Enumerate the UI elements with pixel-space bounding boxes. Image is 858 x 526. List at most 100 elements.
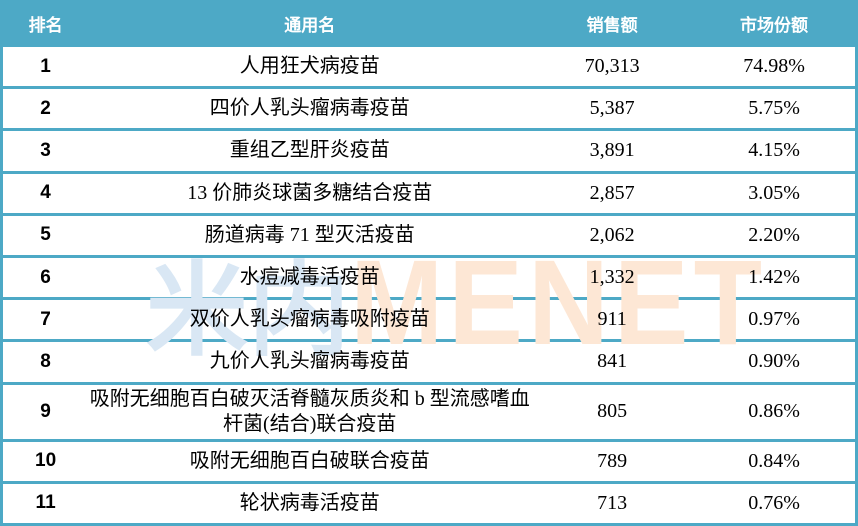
table-row: 1 人用狂犬病疫苗 70,313 74.98% xyxy=(3,44,855,86)
sales-cell: 3,891 xyxy=(531,138,693,163)
cell-text: 789 xyxy=(597,449,628,472)
cell-text: 1,332 xyxy=(589,266,635,289)
cell-text: 5,387 xyxy=(589,97,635,120)
sales-cell: 789 xyxy=(531,449,693,474)
cell-text: 805 xyxy=(597,400,628,423)
cell-text: 人用狂犬病疫苗 xyxy=(239,55,380,78)
share-cell: 0.97% xyxy=(693,307,855,332)
table-body: 1 人用狂犬病疫苗 70,313 74.98% 2 四价人乳头瘤病毒疫苗 5,3… xyxy=(3,44,855,523)
cell-text: 74.98% xyxy=(743,55,805,78)
cell-text: 0.86% xyxy=(748,400,800,423)
cell-text: 11 xyxy=(35,492,56,514)
cell-text: 7 xyxy=(40,308,51,330)
name-cell: 13 价肺炎球菌多糖结合疫苗 xyxy=(88,181,531,206)
rank-cell: 8 xyxy=(3,350,88,374)
cell-text: 双价人乳头瘤病毒吸附疫苗 xyxy=(189,308,430,331)
rank-cell: 6 xyxy=(3,266,88,290)
share-cell: 0.76% xyxy=(693,491,855,516)
cell-text: 4.15% xyxy=(748,139,800,162)
cell-text: 0.90% xyxy=(748,350,800,373)
rank-cell: 10 xyxy=(3,449,88,473)
cell-text: 2.20% xyxy=(748,223,800,246)
cell-text: 713 xyxy=(597,491,628,514)
table-header-row: 排名 通用名 销售额 市场份额 xyxy=(3,3,855,44)
rank-cell: 4 xyxy=(3,181,88,205)
cell-text: 吸附无细胞百白破联合疫苗 xyxy=(189,449,430,472)
share-cell: 0.84% xyxy=(693,449,855,474)
cell-text: 911 xyxy=(597,308,627,331)
rank-cell: 1 xyxy=(3,55,88,79)
name-cell: 人用狂犬病疫苗 xyxy=(88,54,531,79)
sales-cell: 70,313 xyxy=(531,54,693,79)
cell-text: 吸附无细胞百白破灭活脊髓灰质炎和 b 型流感嗜血杆菌(结合)联合疫苗 xyxy=(89,387,530,435)
cell-text: 841 xyxy=(597,350,628,373)
cell-text: 轮状病毒活疫苗 xyxy=(239,491,380,514)
table-row: 8 九价人乳头瘤病毒疫苗 841 0.90% xyxy=(3,339,855,381)
table-row: 3 重组乙型肝炎疫苗 3,891 4.15% xyxy=(3,128,855,170)
cell-text: 13 价肺炎球菌多糖结合疫苗 xyxy=(187,181,433,204)
cell-text: 10 xyxy=(35,450,57,472)
cell-text: 3,891 xyxy=(589,139,635,162)
cell-text: 5.75% xyxy=(748,97,800,120)
share-cell: 74.98% xyxy=(693,54,855,79)
table-row: 6 水痘减毒活疫苗 1,332 1.42% xyxy=(3,254,855,297)
name-cell: 吸附无细胞百白破灭活脊髓灰质炎和 b 型流感嗜血杆菌(结合)联合疫苗 xyxy=(88,387,531,437)
rank-cell: 3 xyxy=(3,139,88,163)
cell-text: 6 xyxy=(40,266,51,288)
name-cell: 轮状病毒活疫苗 xyxy=(88,491,531,516)
share-cell: 0.90% xyxy=(693,349,855,374)
cell-text: 5 xyxy=(40,224,51,246)
name-cell: 吸附无细胞百白破联合疫苗 xyxy=(88,449,531,474)
cell-text: 肠道病毒 71 型灭活疫苗 xyxy=(204,223,415,246)
cell-text: 3.05% xyxy=(748,181,800,204)
table-row: 5 肠道病毒 71 型灭活疫苗 2,062 2.20% xyxy=(3,212,855,255)
column-header-sales: 销售额 xyxy=(586,16,638,35)
column-header-rank: 排名 xyxy=(28,16,63,35)
rank-cell: 7 xyxy=(3,308,88,332)
cell-text: 1 xyxy=(40,55,51,77)
share-cell: 5.75% xyxy=(693,96,855,121)
name-cell: 四价人乳头瘤病毒疫苗 xyxy=(88,96,531,121)
cell-text: 0.76% xyxy=(748,491,800,514)
share-cell: 0.86% xyxy=(693,399,855,424)
name-cell: 重组乙型肝炎疫苗 xyxy=(88,138,531,163)
cell-text: 重组乙型肝炎疫苗 xyxy=(229,139,390,162)
column-header-market-share: 市场份额 xyxy=(740,16,809,35)
share-cell: 2.20% xyxy=(693,223,855,248)
cell-text: 4 xyxy=(40,182,51,204)
cell-text: 0.97% xyxy=(748,308,800,331)
table-row: 9 吸附无细胞百白破灭活脊髓灰质炎和 b 型流感嗜血杆菌(结合)联合疫苗 805… xyxy=(3,381,855,439)
rank-cell: 11 xyxy=(3,491,88,515)
table-row: 10 吸附无细胞百白破联合疫苗 789 0.84% xyxy=(3,438,855,481)
sales-cell: 805 xyxy=(531,399,693,424)
cell-text: 9 xyxy=(40,400,51,422)
sales-cell: 5,387 xyxy=(531,96,693,121)
cell-text: 四价人乳头瘤病毒疫苗 xyxy=(209,97,410,120)
name-cell: 水痘减毒活疫苗 xyxy=(88,265,531,290)
cell-text: 3 xyxy=(40,140,51,162)
sales-cell: 2,062 xyxy=(531,223,693,248)
cell-text: 8 xyxy=(40,351,51,373)
column-header-generic-name: 通用名 xyxy=(284,16,336,35)
table-row: 2 四价人乳头瘤病毒疫苗 5,387 5.75% xyxy=(3,86,855,128)
cell-text: 九价人乳头瘤病毒疫苗 xyxy=(209,350,410,373)
cell-text: 2,857 xyxy=(589,181,635,204)
rank-cell: 5 xyxy=(3,223,88,247)
name-cell: 肠道病毒 71 型灭活疫苗 xyxy=(88,223,531,248)
cell-text: 0.84% xyxy=(748,449,800,472)
cell-text: 70,313 xyxy=(584,55,640,78)
sales-cell: 1,332 xyxy=(531,265,693,290)
cell-text: 水痘减毒活疫苗 xyxy=(239,266,380,289)
table-row: 11 轮状病毒活疫苗 713 0.76% xyxy=(3,480,855,523)
share-cell: 4.15% xyxy=(693,138,855,163)
cell-text: 2 xyxy=(40,97,51,119)
name-cell: 九价人乳头瘤病毒疫苗 xyxy=(88,349,531,374)
rank-cell: 9 xyxy=(3,400,88,424)
sales-cell: 841 xyxy=(531,349,693,374)
cell-text: 2,062 xyxy=(589,223,635,246)
cell-text: 1.42% xyxy=(748,266,800,289)
share-cell: 3.05% xyxy=(693,181,855,206)
sales-cell: 713 xyxy=(531,491,693,516)
name-cell: 双价人乳头瘤病毒吸附疫苗 xyxy=(88,307,531,332)
